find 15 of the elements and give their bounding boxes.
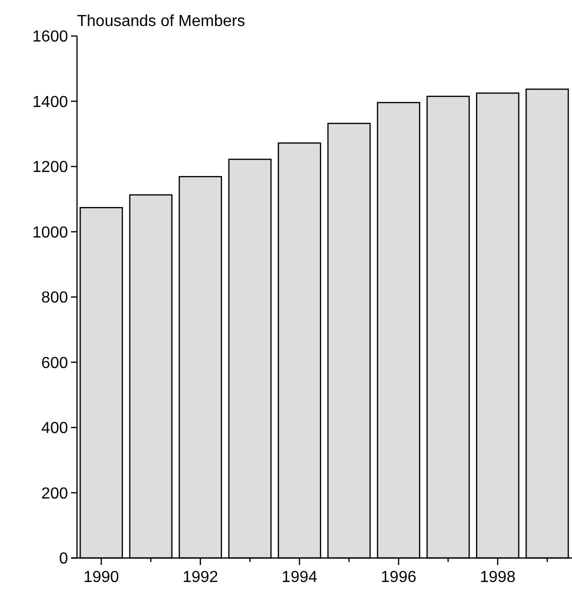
x-tick-label: 1996 — [380, 569, 416, 586]
y-tick-label: 400 — [41, 420, 68, 438]
y-tick-label: 1400 — [32, 94, 68, 111]
y-tick-label: 1600 — [32, 28, 68, 46]
y-tick-label: 1200 — [32, 159, 68, 176]
y-tick-label: 600 — [41, 354, 68, 372]
x-tick-label: 1990 — [83, 569, 120, 586]
y-tick-label: 1000 — [32, 224, 68, 242]
x-tick-label: 1998 — [480, 569, 516, 586]
x-tick-label: 1992 — [182, 569, 218, 586]
y-axis-title: Thousands of Members — [77, 13, 246, 30]
x-tick-label: 1994 — [282, 569, 318, 586]
y-tick-label: 0 — [59, 550, 68, 568]
y-tick-label: 200 — [41, 485, 68, 502]
y-tick-label: 800 — [41, 290, 68, 307]
